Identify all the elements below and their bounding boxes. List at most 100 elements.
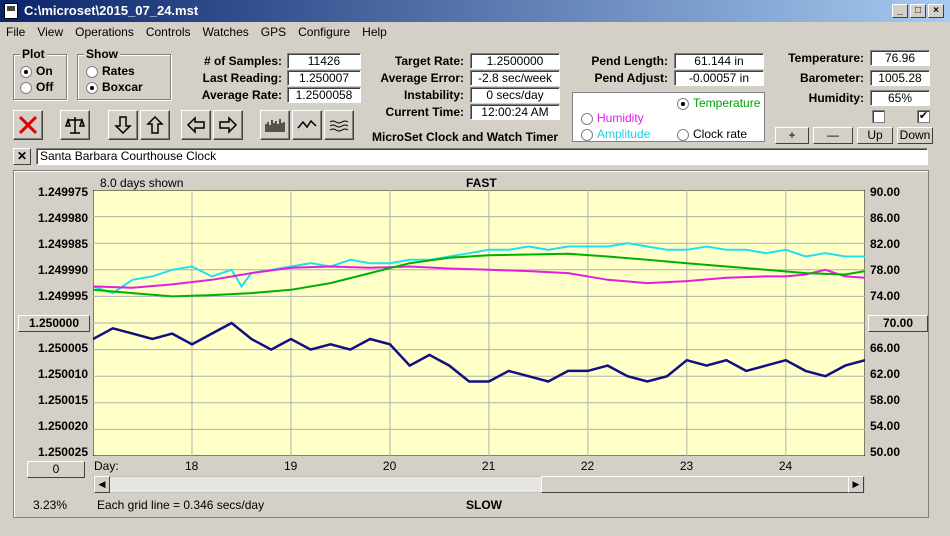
scroll-thumb[interactable] (541, 476, 849, 493)
arrow-right-button[interactable] (213, 110, 243, 140)
line-graph-button[interactable] (292, 110, 322, 140)
menu-bar: File View Operations Controls Watches GPS Conf… (0, 22, 950, 42)
minus-button[interactable]: — (813, 127, 853, 144)
last-reading-label: Last Reading: (202, 71, 282, 85)
pend-length-value: 61.144 in (674, 53, 764, 69)
menu-controls[interactable]: Controls (145, 25, 191, 39)
env-checkbox-2[interactable]: ✔ (917, 110, 930, 123)
show-rates-radio[interactable]: Rates (86, 64, 135, 78)
x-tick-label: 23 (679, 459, 694, 473)
humidity-radio[interactable]: Humidity (581, 111, 644, 125)
minimize-button[interactable]: _ (892, 4, 908, 18)
bar-graph-icon (265, 119, 285, 132)
plot-on-label: On (36, 64, 53, 78)
menu-view[interactable]: View (37, 25, 64, 39)
plot-off-radio[interactable]: Off (20, 80, 53, 94)
average-rate-label: Average Rate: (201, 88, 282, 102)
current-time-label: Current Time: (385, 105, 464, 119)
menu-file[interactable]: File (6, 25, 26, 39)
y-right-tick: 74.00 (870, 289, 901, 303)
app-icon (4, 3, 18, 19)
stop-button[interactable] (13, 110, 43, 140)
maximize-button[interactable]: □ (910, 4, 926, 18)
zero-button[interactable]: 0 (27, 461, 85, 478)
balance-button[interactable] (60, 110, 90, 140)
instability-value: 0 secs/day (470, 87, 560, 103)
show-rates-label: Rates (102, 64, 135, 78)
barometer-value: 1005.28 (870, 70, 930, 86)
y-right-tick: 86.00 (870, 211, 901, 225)
y-left-tick: 1.250005 (37, 341, 88, 355)
arrow-down-button[interactable] (108, 110, 138, 140)
show-boxcar-radio[interactable]: Boxcar (86, 80, 143, 94)
menu-operations[interactable]: Operations (75, 25, 134, 39)
plus-button[interactable]: + (775, 127, 809, 144)
line-graph-icon (297, 119, 317, 129)
amplitude-radio-indicator (581, 128, 593, 141)
window-title: C:\microset\2015_07_24.mst (24, 3, 199, 18)
arrow-up-button[interactable] (140, 110, 170, 140)
average-error-value: -2.8 sec/week (470, 70, 560, 86)
current-time-value: 12:00:24 AM (470, 104, 560, 120)
red-x-icon (18, 115, 38, 135)
plot-on-radio[interactable]: On (20, 64, 53, 78)
center-right-button[interactable]: 70.00 (868, 315, 928, 332)
y-left-tick: 1.249990 (37, 263, 88, 277)
center-left-button[interactable]: 1.250000 (18, 315, 90, 332)
fast-label: FAST (466, 176, 497, 190)
percent-label: 3.23% (33, 498, 68, 512)
average-rate-value: 1.2500058 (287, 87, 361, 103)
y-right-tick: 90.00 (870, 185, 901, 199)
menu-watches[interactable]: Watches (202, 25, 249, 39)
title-bar: C:\microset\2015_07_24.mst _ □ × (0, 0, 950, 22)
bar-graph-button[interactable] (260, 110, 290, 140)
arrow-down-icon (114, 116, 132, 135)
humidity-radio-indicator (581, 112, 593, 125)
y-left-tick: 1.249985 (37, 237, 88, 251)
x-tick-label: 18 (184, 459, 199, 473)
series-line-3 (93, 321, 865, 383)
clock-rate-radio[interactable]: Clock rate (677, 127, 747, 141)
graph-plot (93, 190, 865, 456)
arrow-left-icon (186, 116, 205, 134)
barometer-label: Barometer: (799, 71, 864, 85)
series-line-2 (93, 252, 865, 298)
env-checkbox-1[interactable] (872, 110, 885, 123)
y-left-tick: 1.250015 (37, 393, 88, 407)
clock-name-field[interactable]: Santa Barbara Courthouse Clock (36, 148, 928, 165)
down-button[interactable]: Down (897, 127, 933, 144)
y-left-tick: 1.250020 (37, 419, 88, 433)
arrow-up-icon (146, 115, 164, 134)
amplitude-radio[interactable]: Amplitude (581, 127, 650, 141)
average-error-label: Average Error: (380, 71, 464, 85)
plot-off-label: Off (36, 80, 54, 94)
x-tick-label: 19 (283, 459, 298, 473)
app-name-label: MicroSet Clock and Watch Timer (372, 130, 559, 144)
target-rate-value[interactable]: 1.2500000 (470, 53, 560, 69)
menu-gps[interactable]: GPS (260, 25, 287, 39)
temperature-radio-indicator (677, 97, 689, 110)
menu-configure[interactable]: Configure (298, 25, 351, 39)
arrow-left-button[interactable] (181, 110, 211, 140)
up-button[interactable]: Up (857, 127, 893, 144)
y-left-tick: 1.249975 (37, 185, 88, 199)
horizontal-scrollbar[interactable]: ◀ ▶ (93, 476, 865, 493)
humidity-value: 65% (870, 90, 930, 106)
x-tick-label: 21 (481, 459, 496, 473)
clear-clock-name-button[interactable]: ✕ (13, 148, 31, 165)
temperature-radio[interactable]: Temperature (677, 96, 760, 110)
y-left-tick: 1.250010 (37, 367, 88, 381)
scroll-left-arrow[interactable]: ◀ (94, 476, 110, 493)
humidity-radio-label: Humidity (597, 111, 644, 125)
menu-help[interactable]: Help (362, 25, 387, 39)
scroll-right-arrow[interactable]: ▶ (848, 476, 864, 493)
temperature-label: Temperature: (788, 51, 864, 65)
temperature-value: 76.96 (870, 50, 930, 66)
wave-graph-icon (329, 120, 349, 132)
wave-graph-button[interactable] (324, 110, 354, 140)
radio-boxcar-indicator (86, 81, 98, 94)
clock-rate-radio-indicator (677, 128, 689, 141)
show-group-label: Show (84, 47, 120, 61)
sensor-select-box: Temperature Humidity Amplitude Clock rat… (572, 92, 765, 142)
close-window-button[interactable]: × (928, 4, 944, 18)
